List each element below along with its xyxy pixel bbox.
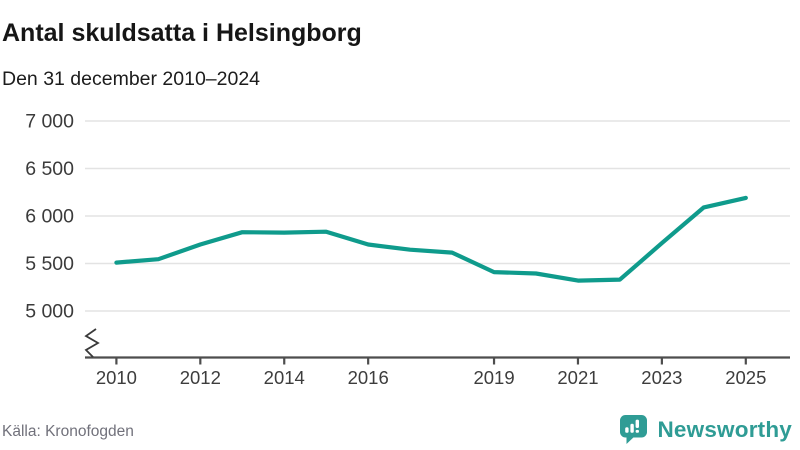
x-tick-label: 2010 (96, 367, 137, 388)
x-tick-label: 2016 (348, 367, 389, 388)
y-tick-label: 7 000 (25, 111, 74, 133)
y-tick-label: 5 000 (25, 301, 74, 323)
axis-break-icon (84, 328, 100, 358)
x-tick-label: 2012 (180, 367, 221, 388)
y-tick-label: 6 000 (25, 206, 74, 228)
chart-title: Antal skuldsatta i Helsingborg (2, 18, 362, 47)
source-caption: Källa: Kronofogden (2, 423, 134, 440)
x-tick-label: 2025 (725, 367, 766, 388)
x-tick-label: 2014 (264, 367, 305, 388)
y-tick-label: 6 500 (25, 158, 74, 180)
x-tick-label: 2019 (473, 367, 514, 388)
y-tick-label: 5 500 (25, 253, 74, 275)
chart-subtitle: Den 31 december 2010–2024 (2, 68, 261, 90)
newsworthy-logo[interactable]: Newsworthy (619, 414, 792, 445)
x-tick-label: 2023 (641, 367, 682, 388)
newsworthy-wordmark: Newsworthy (657, 416, 792, 442)
data-line (114, 195, 748, 283)
newsworthy-bubble-icon (620, 415, 648, 444)
x-tick-label: 2021 (557, 367, 598, 388)
